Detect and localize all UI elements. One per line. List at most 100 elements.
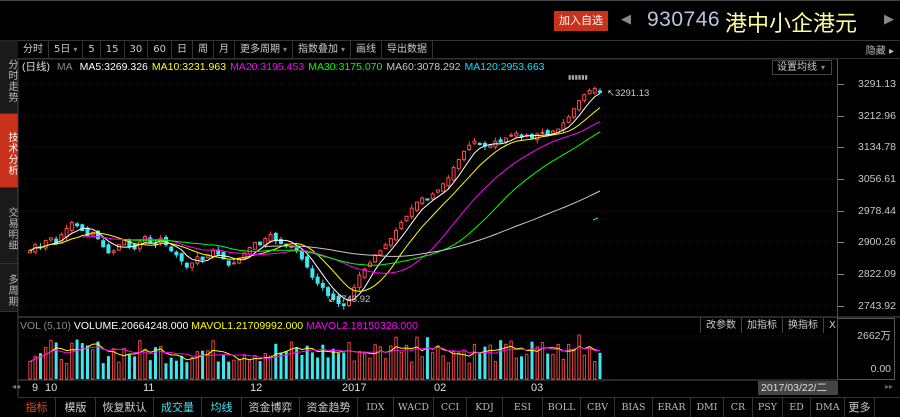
scroll-end-icon[interactable]: ▸▸ bbox=[885, 382, 894, 391]
time-label: 03 bbox=[531, 382, 544, 394]
time-axis: ◂◂ 9 10 11 12 2017 02 03 bbox=[12, 382, 838, 396]
period-button[interactable]: 指数叠加 ▾ bbox=[293, 41, 351, 58]
period-button-label: 分时 bbox=[23, 44, 43, 55]
price-tick: 3291.13 bbox=[838, 78, 900, 90]
chevron-down-icon: ▾ bbox=[821, 63, 826, 72]
time-label: 10 bbox=[45, 382, 58, 394]
price-tick: 3056.61 bbox=[838, 173, 900, 185]
edit-params-button[interactable]: 改参数 bbox=[700, 318, 741, 333]
indicator-tab[interactable]: 指标 bbox=[18, 398, 56, 417]
previous-stock-icon[interactable]: ◀ bbox=[621, 11, 631, 26]
indicator-tab[interactable]: WACD bbox=[394, 398, 434, 417]
period-button[interactable]: 15 bbox=[101, 41, 125, 58]
volume-tools: 改参数 加指标 换指标 X bbox=[700, 318, 841, 333]
period-button[interactable]: 日 bbox=[172, 41, 193, 58]
time-label: 02 bbox=[434, 382, 447, 394]
ma-values: MA5:3269.326 MA10:3231.963 MA20:3195.453 MA… bbox=[80, 61, 549, 73]
indicator-tab[interactable]: 成交量 bbox=[154, 398, 202, 417]
price-tick-label: 3291.13 bbox=[858, 78, 896, 90]
vol-volume: VOLUME.20664248.000 bbox=[73, 320, 189, 332]
ma-settings-dropdown[interactable]: 设置均线 ▾ bbox=[772, 60, 832, 75]
period-button[interactable]: 导出数据 bbox=[382, 41, 433, 58]
current-date: 2017/03/22/二 bbox=[758, 381, 838, 395]
indicator-tab[interactable]: 资金博弈 bbox=[242, 398, 300, 417]
chevron-down-icon: ▾ bbox=[73, 45, 78, 54]
indicator-tab[interactable]: IDX bbox=[358, 398, 394, 417]
time-label: 12 bbox=[250, 382, 263, 394]
indicator-tab[interactable]: ED bbox=[783, 398, 811, 417]
period-label: (日线) bbox=[22, 61, 50, 73]
period-button[interactable]: 分时 bbox=[18, 41, 49, 58]
side-tab[interactable]: 分时走势 bbox=[0, 42, 18, 114]
time-label: 2017 bbox=[342, 382, 367, 394]
period-button[interactable]: 30 bbox=[125, 41, 149, 58]
period-button[interactable]: 60 bbox=[148, 41, 172, 58]
period-button-label: 5日 bbox=[54, 44, 71, 55]
price-axis: 3291.13 3212.96 3134.78 3056.61 2978.44 2900.… bbox=[837, 59, 900, 319]
tick-mark bbox=[838, 146, 844, 148]
period-button-label: 周 bbox=[197, 44, 208, 55]
add-indicator-button[interactable]: 加指标 bbox=[741, 318, 782, 333]
price-tick-label: 3212.96 bbox=[858, 110, 896, 122]
indicator-tab[interactable]: CCI bbox=[434, 398, 467, 417]
hide-button[interactable]: 隐藏 ▸ bbox=[865, 46, 894, 57]
period-button-label: 15 bbox=[105, 44, 119, 55]
price-tick: 3212.96 bbox=[838, 110, 900, 122]
indicator-tab[interactable]: ERAR bbox=[653, 398, 691, 417]
side-tab[interactable]: 交易明细 bbox=[0, 188, 18, 264]
period-button[interactable]: 5日 ▾ bbox=[49, 41, 84, 58]
indicator-tab[interactable]: 模版 bbox=[56, 398, 96, 417]
volume-legend: VOL (5,10) VOLUME.20664248.000 MAVOL1.21… bbox=[20, 320, 418, 332]
indicator-tabs: 指标 模版 恢复默认 成交量 均线 资金博弈 资金趋势 IDX WACD CCI KDJ ESI BOL… bbox=[18, 397, 900, 417]
header: 加入自选 ◀ 930746 港中小企港元 ▶ bbox=[0, 0, 900, 40]
period-button-label: 导出数据 bbox=[387, 44, 427, 55]
side-tab[interactable]: 技术分析 bbox=[0, 114, 18, 188]
ma-value: MA5:3269.326 bbox=[79, 61, 148, 73]
period-button[interactable]: 周 bbox=[193, 41, 214, 58]
indicator-tab[interactable]: CR bbox=[724, 398, 753, 417]
indicator-tab[interactable]: KDJ bbox=[467, 398, 503, 417]
side-tabs: 分时走势 技术分析 交易明细 多周期 bbox=[0, 42, 18, 312]
price-tick-label: 3134.78 bbox=[858, 141, 896, 153]
price-tick-label: 3056.61 bbox=[858, 173, 896, 185]
indicator-tab[interactable]: PSY bbox=[753, 398, 783, 417]
period-button-label: 画线 bbox=[356, 44, 376, 55]
side-tab[interactable]: 多周期 bbox=[0, 264, 18, 312]
close-icon[interactable]: X bbox=[823, 318, 841, 333]
indicator-tab[interactable]: DMA bbox=[811, 398, 845, 417]
ma-value: MA30:3175.070 bbox=[308, 61, 383, 73]
price-tick: 2822.09 bbox=[838, 268, 900, 280]
next-stock-icon[interactable]: ▶ bbox=[884, 11, 894, 26]
indicator-tab[interactable]: BOLL bbox=[543, 398, 581, 417]
period-button[interactable]: 月 bbox=[214, 41, 235, 58]
indicator-tab[interactable]: 均线 bbox=[202, 398, 242, 417]
indicator-tab[interactable]: ESI bbox=[503, 398, 543, 417]
tick-mark bbox=[838, 210, 844, 212]
tick-mark bbox=[838, 241, 844, 243]
period-button[interactable]: 画线 bbox=[351, 41, 382, 58]
add-to-watchlist-button[interactable]: 加入自选 bbox=[554, 11, 608, 31]
chevron-down-icon: ▾ bbox=[282, 45, 287, 54]
switch-indicator-button[interactable]: 换指标 bbox=[782, 318, 823, 333]
price-tick: 2900.26 bbox=[838, 236, 900, 248]
indicator-tab[interactable]: 恢复默认 bbox=[96, 398, 154, 417]
ma-value: MA10:3231.963 bbox=[151, 61, 227, 73]
indicator-tab[interactable]: 更多 bbox=[845, 398, 875, 417]
period-button-label: 5 bbox=[88, 44, 95, 55]
time-label: ◂◂ bbox=[12, 382, 21, 391]
indicator-tab[interactable]: BIAS bbox=[615, 398, 653, 417]
price-tick-label: 2822.09 bbox=[858, 268, 896, 280]
indicator-tab[interactable]: DMI bbox=[691, 398, 724, 417]
tick-mark bbox=[838, 305, 844, 307]
period-buttons: 分时 5日 ▾ 5 15 30 60 日周月更多周期 ▾ 指数叠加 ▾ 画线 导出数据 bbox=[18, 41, 433, 58]
period-button-label: 60 bbox=[153, 44, 166, 55]
period-button[interactable]: 更多周期 ▾ bbox=[235, 41, 293, 58]
time-label: 9 bbox=[32, 382, 39, 394]
time-label: 11 bbox=[143, 382, 155, 394]
indicator-tab[interactable]: 资金趋势 bbox=[300, 398, 358, 417]
period-button[interactable]: 5 bbox=[83, 41, 101, 58]
period-button-label: 日 bbox=[176, 44, 187, 55]
tick-mark bbox=[838, 115, 844, 117]
indicator-tab[interactable]: CBV bbox=[581, 398, 615, 417]
